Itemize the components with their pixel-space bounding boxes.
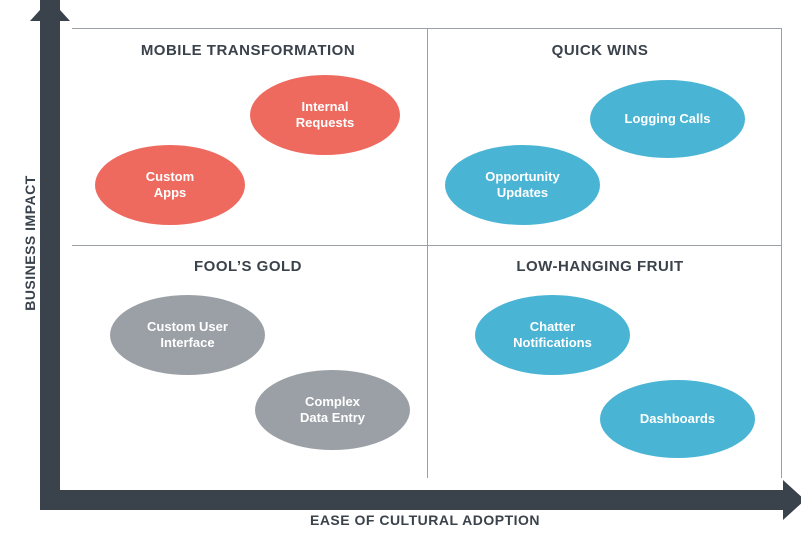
quadrant-title-top-right: QUICK WINS bbox=[470, 42, 730, 59]
bubble-custom-ui: Custom UserInterface bbox=[110, 295, 265, 375]
bubble-opportunity-updates: OpportunityUpdates bbox=[445, 145, 600, 225]
x-axis-label: EASE OF CULTURAL ADOPTION bbox=[60, 512, 790, 528]
vertical-divider bbox=[427, 29, 428, 478]
horizontal-divider bbox=[72, 245, 781, 246]
bubble-internal-requests: InternalRequests bbox=[250, 75, 400, 155]
x-axis-bar bbox=[40, 490, 785, 510]
y-axis-label: BUSINESS IMPACT bbox=[22, 173, 38, 313]
quadrant-chart: BUSINESS IMPACT EASE OF CULTURAL ADOPTIO… bbox=[0, 0, 801, 536]
bubble-dashboards: Dashboards bbox=[600, 380, 755, 458]
bubble-chatter-notifications: ChatterNotifications bbox=[475, 295, 630, 375]
bubble-custom-apps: CustomApps bbox=[95, 145, 245, 225]
quadrant-title-top-left: MOBILE TRANSFORMATION bbox=[118, 42, 378, 59]
bubble-logging-calls: Logging Calls bbox=[590, 80, 745, 158]
quadrant-title-bot-left: FOOL’S GOLD bbox=[118, 258, 378, 275]
y-axis-bar bbox=[40, 0, 60, 510]
bubble-complex-data-entry: ComplexData Entry bbox=[255, 370, 410, 450]
quadrant-title-bot-right: LOW-HANGING FRUIT bbox=[470, 258, 730, 275]
